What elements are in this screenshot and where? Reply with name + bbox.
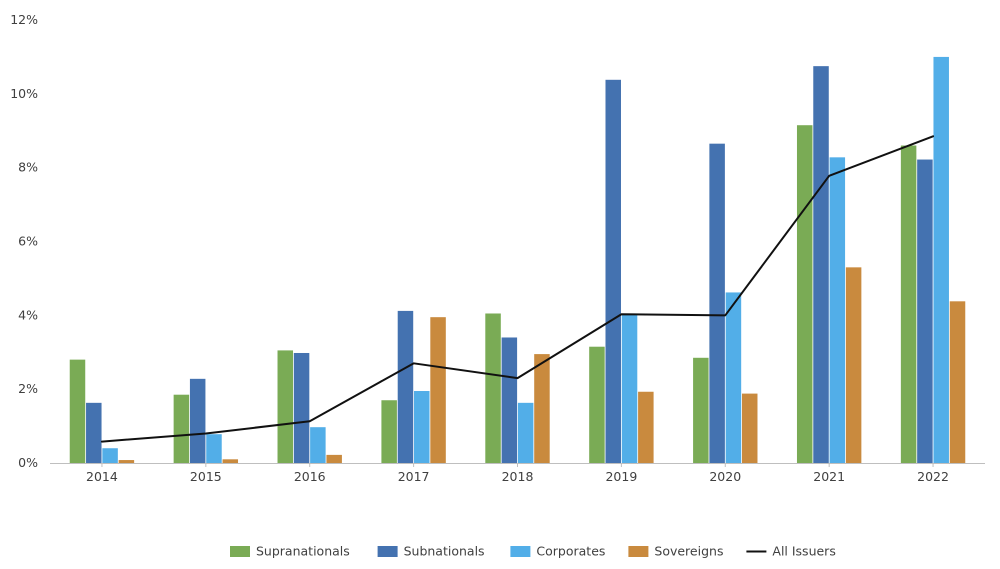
- x-tick-label: 2020: [709, 469, 741, 484]
- legend-label: Subnationals: [404, 544, 485, 559]
- bar-subnationals-2018: [501, 337, 518, 463]
- legend-item-sovereigns: Sovereigns: [628, 544, 723, 559]
- x-tick-label: 2015: [190, 469, 222, 484]
- line-all-issuers: [100, 135, 935, 443]
- legend-item-subnationals: Subnationals: [377, 544, 485, 559]
- bar-sovereigns-2018: [534, 354, 550, 463]
- bar-supranationals-2015: [173, 394, 190, 463]
- bars: [69, 56, 966, 464]
- legend-label: Corporates: [536, 544, 605, 559]
- bar-corporates-2016: [310, 427, 326, 463]
- bar-supranationals-2021: [796, 125, 813, 464]
- bar-sovereigns-2015: [222, 459, 239, 463]
- legend-swatch-subnationals: [377, 546, 398, 557]
- bar-corporates-2018: [517, 402, 534, 463]
- x-tick-label: 2014: [86, 469, 118, 484]
- all-issuers-line-layer: [100, 135, 935, 443]
- y-axis: 0% 2% 4% 6% 8% 10% 12%: [10, 12, 38, 470]
- bar-sovereigns-2016: [326, 454, 342, 463]
- bar-subnationals-2022: [917, 159, 933, 464]
- bar-subnationals-2015: [189, 378, 206, 463]
- bar-corporates-2017: [414, 391, 430, 463]
- legend-item-supranationals: Supranationals: [230, 544, 350, 559]
- x-tick-label: 2022: [917, 469, 949, 484]
- legend-item-corporates: Corporates: [510, 544, 605, 559]
- bar-subnationals-2017: [397, 310, 414, 463]
- bar-corporates-2014: [102, 448, 118, 463]
- y-tick-label: 10%: [10, 86, 38, 101]
- legend-label: Supranationals: [256, 544, 350, 559]
- bar-sovereigns-2022: [949, 301, 966, 463]
- x-tick-label: 2021: [813, 469, 845, 484]
- bar-sovereigns-2019: [638, 391, 654, 463]
- y-tick-label: 4%: [18, 307, 38, 322]
- legend-label: All Issuers: [772, 544, 835, 559]
- bar-subnationals-2016: [293, 352, 310, 463]
- x-axis: 2014 2015 2016 2017 2018 2019 2020 2021 2022: [50, 463, 985, 484]
- x-tick-label: 2019: [605, 469, 637, 484]
- legend-swatch-supranationals: [230, 546, 250, 557]
- bar-supranationals-2016: [277, 350, 294, 463]
- bar-corporates-2021: [829, 157, 846, 463]
- legend-swatch-sovereigns: [628, 546, 649, 557]
- y-tick-label: 12%: [10, 12, 38, 27]
- x-tick-label: 2016: [294, 469, 326, 484]
- bar-sovereigns-2020: [741, 393, 758, 463]
- bar-subnationals-2021: [813, 66, 829, 464]
- y-tick-label: 8%: [18, 160, 38, 175]
- bar-supranationals-2020: [693, 357, 709, 463]
- legend-swatch-corporates: [510, 546, 531, 557]
- x-tick-label: 2018: [502, 469, 534, 484]
- bar-supranationals-2017: [381, 400, 397, 463]
- bar-supranationals-2014: [69, 359, 86, 463]
- bar-corporates-2019: [621, 313, 638, 463]
- y-tick-label: 0%: [18, 455, 38, 470]
- bar-supranationals-2019: [589, 346, 605, 463]
- y-tick-label: 2%: [18, 381, 38, 396]
- bar-sovereigns-2017: [430, 317, 446, 463]
- bar-supranationals-2022: [900, 145, 917, 463]
- bar-subnationals-2014: [86, 402, 102, 463]
- bar-corporates-2015: [206, 434, 222, 463]
- x-tick-label: 2017: [398, 469, 430, 484]
- bar-sovereigns-2014: [118, 460, 135, 463]
- bar-sovereigns-2021: [845, 267, 862, 463]
- bar-subnationals-2019: [605, 79, 621, 464]
- bar-corporates-2020: [725, 292, 742, 463]
- legend-label: Sovereigns: [654, 544, 723, 559]
- bar-corporates-2022: [933, 56, 949, 464]
- legend-item-all-issuers: All Issuers: [746, 544, 836, 559]
- y-tick-label: 6%: [18, 234, 38, 249]
- bar-subnationals-2020: [709, 143, 725, 464]
- legend: Supranationals Subnationals Corporates Sove…: [230, 544, 836, 559]
- bar-supranationals-2018: [485, 313, 501, 463]
